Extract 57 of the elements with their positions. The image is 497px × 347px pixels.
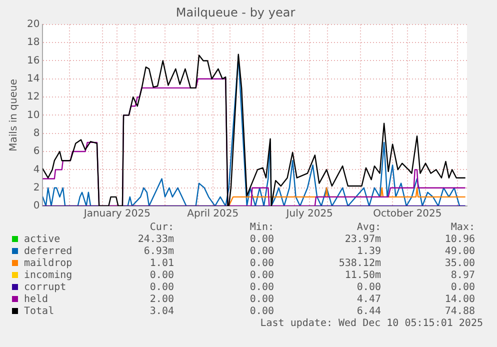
legend-label: incoming xyxy=(23,270,72,281)
y-tick-label: 18 xyxy=(26,37,40,48)
text: 0.00 xyxy=(248,234,274,246)
text: 23.97m xyxy=(344,234,381,246)
text: 14.00 xyxy=(444,294,475,306)
y-tick-label: 16 xyxy=(26,55,40,66)
x-tick-label: July 2025 xyxy=(285,208,333,220)
text: 0.00 xyxy=(248,306,274,318)
text: Max: xyxy=(450,222,475,234)
y-tick-label: 14 xyxy=(26,73,40,84)
text: 1.39 xyxy=(356,246,381,258)
text: 74.88 xyxy=(444,306,475,318)
text: 8.97 xyxy=(450,270,475,282)
text: 1.01 xyxy=(148,258,174,270)
y-axis-title: Mails in queue xyxy=(8,79,20,152)
chart-title: Mailqueue - by year xyxy=(176,5,296,20)
text: 4.47 xyxy=(356,294,381,306)
y-tick-label: 0 xyxy=(33,200,40,212)
text: 0.00 xyxy=(248,258,274,270)
text: 3.04 xyxy=(148,306,174,318)
text: 0.00 xyxy=(248,282,274,294)
text: 2.00 xyxy=(148,294,174,306)
y-tick-label: 6 xyxy=(33,146,40,158)
text: 6.44 xyxy=(356,306,381,318)
y-tick-label: 20 xyxy=(26,18,40,30)
x-tick-label: January 2025 xyxy=(82,208,150,220)
x-tick-label: October 2025 xyxy=(373,208,442,220)
text: 0.00 xyxy=(450,282,475,294)
y-tick-label: 10 xyxy=(26,110,40,121)
text: 0.00 xyxy=(248,246,274,258)
text: 11.50m xyxy=(344,270,381,282)
text: 0.00 xyxy=(248,270,274,282)
text: 0.00 xyxy=(356,282,381,294)
x-tick-label: April 2025 xyxy=(187,208,239,220)
text: Cur: xyxy=(148,222,174,234)
text: Avg: xyxy=(356,222,381,234)
text: 538.12m xyxy=(338,258,381,270)
legend-label: deferred xyxy=(23,246,72,257)
text: Last update: Wed Dec 10 05:15:01 2025 xyxy=(260,318,483,329)
text: 35.00 xyxy=(444,258,475,270)
text: 0.00 xyxy=(248,294,274,306)
legend-label: held xyxy=(23,294,48,305)
text: Min: xyxy=(248,222,274,234)
y-tick-label: 2 xyxy=(33,182,40,194)
text: 49.00 xyxy=(444,246,475,258)
y-tick-label: 4 xyxy=(33,164,40,176)
y-tick-label: 8 xyxy=(33,128,40,139)
y-tick-label: 12 xyxy=(26,92,40,103)
text: 24.33m xyxy=(136,234,174,246)
text: 6.93m xyxy=(142,246,174,258)
legend-label: active xyxy=(23,234,60,245)
legend-label: corrupt xyxy=(23,282,66,293)
text: 10.96 xyxy=(444,234,475,246)
legend-label: Total xyxy=(23,306,54,317)
text: 0.00 xyxy=(148,282,174,294)
text: 0.00 xyxy=(148,270,174,282)
legend-label: maildrop xyxy=(23,258,72,269)
